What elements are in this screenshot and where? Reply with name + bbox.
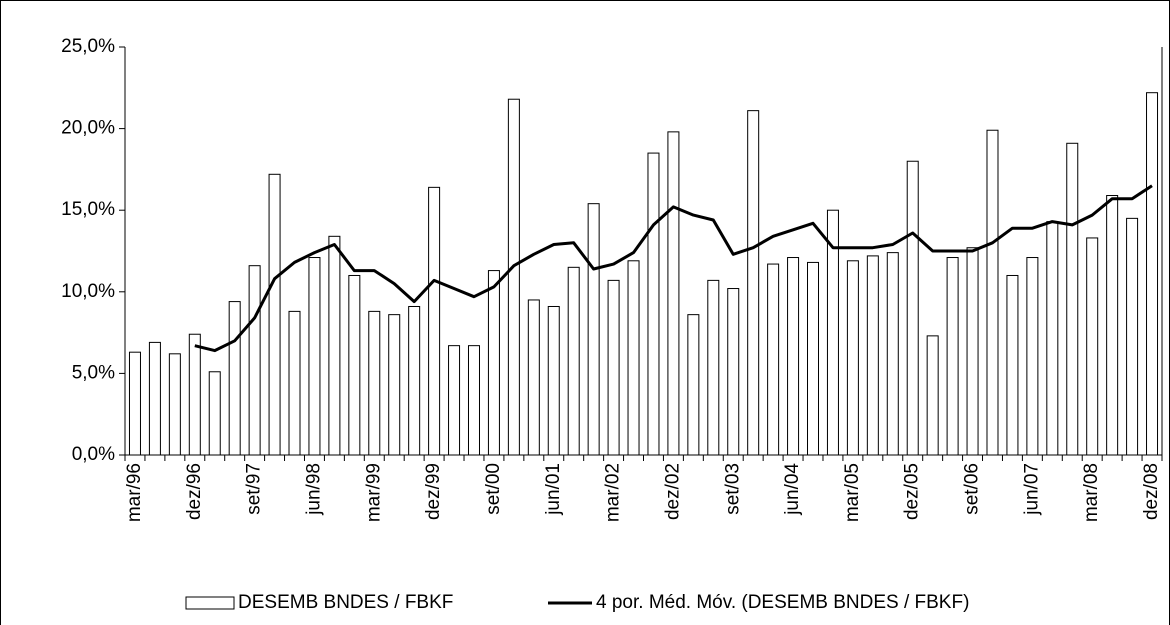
bar xyxy=(467,345,480,456)
bar xyxy=(308,257,321,456)
legend-label: 4 por. Méd. Móv. (DESEMB BNDES / FBKF) xyxy=(596,592,969,613)
bar xyxy=(747,110,760,456)
x-tick-label: dez/96 xyxy=(184,463,205,520)
legend-swatch-bar xyxy=(185,596,235,610)
bar xyxy=(1026,257,1039,456)
bar xyxy=(527,299,540,456)
bar xyxy=(328,235,341,456)
bar xyxy=(787,257,800,456)
bar xyxy=(448,345,461,456)
bar xyxy=(1126,217,1139,456)
bar xyxy=(567,266,580,456)
x-tick-label: dez/02 xyxy=(662,463,683,520)
x-tick-label: set/00 xyxy=(483,463,504,515)
x-tick-label: set/06 xyxy=(962,463,983,515)
bar xyxy=(248,265,261,456)
y-tick-label: 0,0% xyxy=(72,444,115,465)
bar xyxy=(487,270,500,456)
y-tick-label: 20,0% xyxy=(61,118,115,139)
x-tick-label: mar/99 xyxy=(363,463,384,522)
bar xyxy=(288,310,301,456)
bar xyxy=(587,203,600,456)
bar xyxy=(906,160,919,456)
bar xyxy=(168,353,181,456)
x-tick-label: mar/02 xyxy=(603,463,624,522)
bar xyxy=(507,98,520,456)
bar xyxy=(148,341,161,456)
x-tick-label: jun/01 xyxy=(543,463,564,516)
bar xyxy=(1146,92,1159,456)
x-tick-label: mar/96 xyxy=(124,463,145,522)
bar xyxy=(767,263,780,456)
x-tick-label: set/03 xyxy=(722,463,743,515)
bar xyxy=(986,129,999,456)
bar xyxy=(547,305,560,456)
bar xyxy=(368,310,381,456)
bar xyxy=(188,333,201,456)
x-tick-label: mar/08 xyxy=(1081,463,1102,522)
bar xyxy=(1006,274,1019,456)
bar xyxy=(866,255,879,456)
x-tick-label: set/97 xyxy=(244,463,265,515)
bar xyxy=(408,305,421,456)
y-tick-label: 10,0% xyxy=(61,281,115,302)
bar xyxy=(627,260,640,456)
bar xyxy=(966,247,979,456)
bar xyxy=(388,314,401,456)
bar xyxy=(807,261,820,456)
x-tick-label: jun/98 xyxy=(303,463,324,516)
bar xyxy=(348,274,361,456)
bar xyxy=(428,186,441,456)
bar xyxy=(128,351,141,456)
bar xyxy=(268,173,281,456)
x-tick-label: dez/05 xyxy=(902,463,923,520)
bar xyxy=(228,301,241,456)
bar xyxy=(707,279,720,456)
bar xyxy=(647,152,660,456)
bar xyxy=(667,131,680,456)
bar xyxy=(607,279,620,456)
x-tick-label: jun/07 xyxy=(1021,463,1042,516)
y-tick-label: 5,0% xyxy=(72,362,115,383)
y-tick-label: 15,0% xyxy=(61,199,115,220)
bar xyxy=(886,252,899,456)
legend-label: DESEMB BNDES / FBKF xyxy=(238,592,453,613)
x-tick-label: jun/04 xyxy=(782,463,803,516)
x-tick-label: dez/08 xyxy=(1141,463,1162,520)
bar xyxy=(727,288,740,456)
bar xyxy=(1106,195,1119,456)
x-tick-label: mar/05 xyxy=(842,463,863,522)
bar xyxy=(1046,221,1059,456)
bar xyxy=(926,335,939,456)
bar xyxy=(1066,142,1079,456)
moving-average-line xyxy=(194,184,1153,353)
bar xyxy=(208,371,221,456)
bar xyxy=(846,260,859,456)
bar xyxy=(946,257,959,456)
bar xyxy=(687,314,700,456)
bar xyxy=(1086,237,1099,456)
y-tick-label: 25,0% xyxy=(61,36,115,57)
x-tick-label: dez/99 xyxy=(423,463,444,520)
